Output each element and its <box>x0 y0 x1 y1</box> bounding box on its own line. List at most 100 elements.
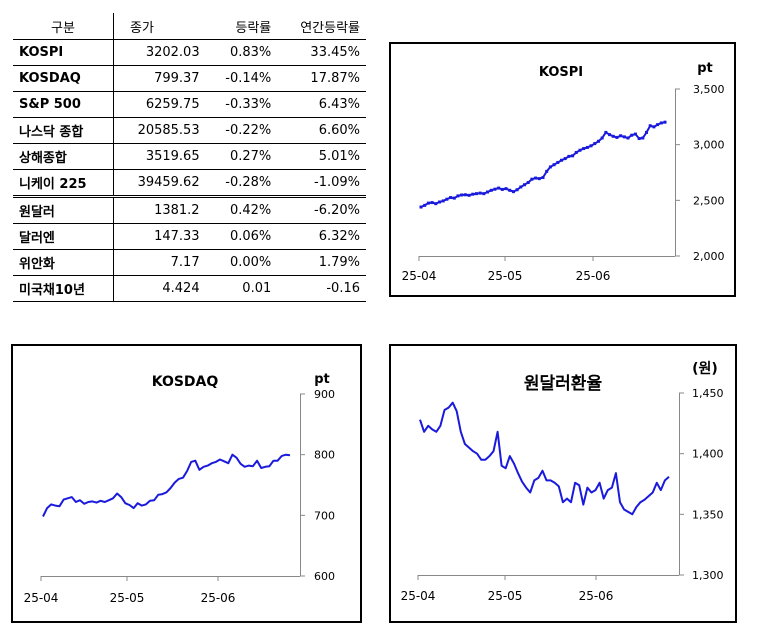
row-change: -0.28% <box>205 169 278 197</box>
data-point <box>515 188 519 192</box>
row-change: 0.83% <box>205 39 278 66</box>
data-point <box>537 177 541 181</box>
data-point <box>423 203 427 207</box>
x-tick-label: 25-06 <box>576 269 611 283</box>
chart-title: KOSDAQ <box>152 374 219 390</box>
data-point <box>663 120 667 124</box>
usdkrw-chart: 원달러환율 (원) 1,300 1,350 1,400 1,450 25-04 25-05 25… <box>401 361 724 603</box>
row-name: KOSPI <box>13 39 114 66</box>
row-change: -0.22% <box>205 117 278 144</box>
data-point <box>578 148 582 152</box>
table-header-row: 구분 종가 등락률 연간등락률 <box>13 13 366 40</box>
row-annual: 33.45% <box>277 39 366 66</box>
data-point <box>556 160 560 164</box>
header-annual: 연간등락률 <box>277 13 366 40</box>
data-point <box>467 193 471 197</box>
data-point <box>471 192 475 196</box>
row-annual: 1.79% <box>277 249 366 276</box>
data-point <box>611 134 615 138</box>
y-tick-label: 3,500 <box>693 83 725 96</box>
data-point <box>511 190 515 194</box>
data-point <box>615 135 619 139</box>
data-point <box>419 205 423 209</box>
row-close: 7.17 <box>113 249 206 276</box>
data-point <box>541 176 545 180</box>
row-change: 0.00% <box>205 249 278 276</box>
data-point <box>430 201 434 205</box>
kospi-chart: KOSPI pt 2,000 2,500 3,000 3,500 25-04 25-05 25-… <box>402 61 725 283</box>
data-point <box>489 188 493 192</box>
data-point <box>604 130 608 134</box>
row-change: 0.42% <box>205 195 278 224</box>
table-row: 나스닥 종합 20585.53 -0.22% 6.60% <box>13 117 366 144</box>
x-tick-label: 25-06 <box>201 591 236 605</box>
data-point <box>637 137 641 141</box>
y-tick-label: 1,300 <box>692 569 724 582</box>
row-name: KOSDAQ <box>13 65 114 92</box>
data-point <box>567 154 571 158</box>
data-point <box>656 123 660 127</box>
header-change: 등락률 <box>205 13 278 40</box>
row-close: 39459.62 <box>113 169 206 197</box>
data-point <box>574 150 578 154</box>
data-point <box>500 187 504 191</box>
y-axis-unit: (원) <box>692 361 718 377</box>
row-annual: -0.16 <box>277 275 366 302</box>
x-tick-label: 25-06 <box>579 589 614 603</box>
row-annual: 5.01% <box>277 143 366 170</box>
table-row: 미국채10년 4.424 0.01 -0.16 <box>13 275 366 302</box>
row-name: S&P 500 <box>13 91 114 118</box>
series-line <box>420 121 666 208</box>
row-name: 원달러 <box>13 195 114 224</box>
data-point <box>482 192 486 196</box>
data-point <box>493 187 497 191</box>
table-row: 달러엔 147.33 0.06% 6.32% <box>13 223 366 250</box>
data-point <box>486 190 490 194</box>
y-tick-label: 3,000 <box>693 139 725 152</box>
chart-title: 원달러환율 <box>524 373 603 394</box>
table-row: KOSPI 3202.03 0.83% 33.45% <box>13 39 366 66</box>
y-axis-unit: pt <box>697 61 713 76</box>
row-close: 799.37 <box>113 65 206 92</box>
row-close: 3202.03 <box>113 39 206 66</box>
row-annual: 6.60% <box>277 117 366 144</box>
data-point <box>600 136 604 140</box>
row-close: 6259.75 <box>113 91 206 118</box>
row-change: -0.14% <box>205 65 278 92</box>
data-point <box>596 139 600 143</box>
usdkrw-chart-panel: 원달러환율 (원) 1,300 1,350 1,400 1,450 25-04 25-05 25… <box>389 344 737 623</box>
data-point <box>641 136 645 140</box>
row-change: 0.01 <box>205 275 278 302</box>
x-tick-label: 25-04 <box>24 591 59 605</box>
data-point <box>456 194 460 198</box>
data-point <box>474 192 478 196</box>
y-tick-label: 1,350 <box>692 508 724 521</box>
data-point <box>619 134 623 138</box>
row-annual: -6.20% <box>277 195 366 224</box>
y-tick-label: 800 <box>314 449 335 462</box>
row-name: 니케이 225 <box>13 169 114 197</box>
row-annual: 6.32% <box>277 223 366 250</box>
table-row: S&P 500 6259.75 -0.33% 6.43% <box>13 91 366 118</box>
data-point <box>463 193 467 197</box>
table-row: 니케이 225 39459.62 -0.28% -1.09% <box>13 169 366 197</box>
market-summary-table: 구분 종가 등락률 연간등락률 KOSPI 3202.03 0.83% 33.45% K… <box>13 13 366 302</box>
x-tick-label: 25-05 <box>488 269 523 283</box>
data-point <box>452 196 456 200</box>
data-point <box>582 147 586 151</box>
data-point <box>626 136 630 140</box>
data-point <box>589 144 593 148</box>
data-point <box>523 183 527 187</box>
header-category: 구분 <box>13 13 114 40</box>
data-point <box>530 177 534 181</box>
data-point <box>563 157 567 161</box>
table-row: 상해종합 3519.65 0.27% 5.01% <box>13 143 366 170</box>
data-point <box>504 187 508 191</box>
table-row: 원달러 1381.2 0.42% -6.20% <box>13 195 366 224</box>
y-tick-label: 2,000 <box>693 250 725 263</box>
data-point <box>497 186 501 190</box>
y-tick-label: 1,450 <box>692 387 724 400</box>
data-point <box>645 130 649 134</box>
data-point <box>519 185 523 189</box>
y-tick-label: 1,400 <box>692 448 724 461</box>
